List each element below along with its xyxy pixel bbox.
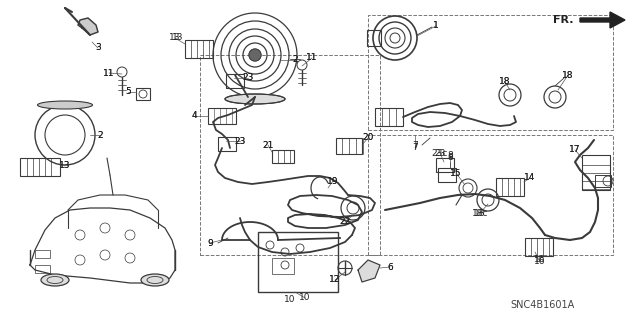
- Bar: [367, 30, 381, 46]
- Bar: [595, 175, 611, 187]
- Text: 16: 16: [534, 256, 546, 264]
- Bar: [272, 150, 294, 163]
- Bar: [258, 232, 338, 292]
- Ellipse shape: [41, 274, 69, 286]
- Text: 8: 8: [447, 151, 453, 160]
- Text: 15: 15: [451, 168, 461, 177]
- Bar: [582, 155, 610, 190]
- Text: 13: 13: [169, 33, 180, 42]
- Text: 2: 2: [97, 130, 103, 139]
- Text: 6: 6: [387, 263, 393, 271]
- Text: 10: 10: [300, 293, 311, 302]
- Text: 18: 18: [563, 70, 573, 79]
- Text: 5: 5: [125, 87, 131, 97]
- Text: 18: 18: [499, 78, 511, 86]
- Text: 16: 16: [534, 257, 546, 266]
- Text: 17: 17: [569, 145, 580, 154]
- Text: 4: 4: [191, 112, 197, 121]
- Text: 13: 13: [60, 161, 71, 170]
- Text: 21: 21: [262, 140, 274, 150]
- Text: 23: 23: [234, 137, 246, 145]
- Text: 2: 2: [292, 56, 298, 64]
- Bar: [336, 138, 362, 154]
- Text: 20: 20: [362, 133, 374, 143]
- Text: 18: 18: [474, 209, 486, 218]
- Text: SNC4B1601A: SNC4B1601A: [510, 300, 574, 310]
- Bar: [375, 108, 403, 126]
- Text: 13: 13: [172, 33, 184, 42]
- Polygon shape: [580, 12, 625, 28]
- Bar: [438, 168, 456, 182]
- Text: 7: 7: [412, 140, 418, 150]
- Bar: [525, 238, 553, 256]
- Ellipse shape: [225, 94, 285, 104]
- Text: 2: 2: [292, 56, 298, 64]
- Bar: [218, 137, 236, 151]
- Ellipse shape: [141, 274, 169, 286]
- Text: 23: 23: [435, 149, 445, 158]
- Text: 7: 7: [412, 144, 418, 152]
- Text: 12: 12: [330, 276, 340, 285]
- Text: 1: 1: [433, 21, 439, 31]
- Bar: [208, 108, 236, 124]
- Polygon shape: [78, 18, 98, 35]
- Text: 9: 9: [207, 239, 213, 248]
- Text: 14: 14: [524, 174, 536, 182]
- Text: 18c: 18c: [472, 209, 488, 218]
- Text: 11: 11: [307, 54, 317, 63]
- Text: 22: 22: [339, 218, 351, 226]
- Text: 3: 3: [95, 43, 101, 53]
- Circle shape: [249, 49, 261, 61]
- Bar: [226, 74, 244, 88]
- Text: 14: 14: [524, 174, 536, 182]
- Text: 2: 2: [97, 130, 103, 139]
- Bar: [436, 158, 454, 172]
- Bar: [496, 178, 524, 196]
- Text: 12: 12: [330, 276, 340, 285]
- Text: 11: 11: [103, 69, 115, 78]
- Text: 13: 13: [60, 161, 71, 170]
- Text: 23: 23: [234, 137, 246, 145]
- Text: 15: 15: [451, 168, 461, 177]
- Text: 1: 1: [433, 21, 439, 31]
- Text: FR.: FR.: [552, 15, 573, 25]
- Bar: [368, 135, 613, 255]
- Text: 20: 20: [362, 133, 374, 143]
- Polygon shape: [358, 260, 380, 282]
- Text: 5: 5: [125, 87, 131, 97]
- Text: 22: 22: [339, 218, 351, 226]
- Ellipse shape: [38, 101, 93, 109]
- Text: 19: 19: [327, 176, 339, 186]
- Text: 21: 21: [262, 140, 274, 150]
- Bar: [185, 40, 213, 58]
- Bar: [20, 158, 60, 176]
- Bar: [35, 250, 50, 258]
- Text: 8: 8: [447, 153, 453, 162]
- Text: 23: 23: [243, 73, 253, 83]
- Bar: [200, 55, 380, 255]
- Text: 23: 23: [243, 73, 253, 83]
- Text: 4: 4: [191, 112, 197, 121]
- Text: 18: 18: [563, 70, 573, 79]
- Text: 18: 18: [499, 78, 511, 86]
- Bar: [272, 258, 294, 274]
- Bar: [368, 15, 613, 130]
- Bar: [35, 265, 50, 273]
- Text: 9: 9: [207, 239, 213, 248]
- Bar: [136, 88, 150, 100]
- Text: 11: 11: [307, 54, 317, 63]
- Text: 23c: 23c: [432, 149, 448, 158]
- Text: 3: 3: [95, 43, 101, 53]
- Text: 19: 19: [327, 176, 339, 186]
- Text: 10: 10: [284, 295, 296, 305]
- Text: 17: 17: [569, 145, 580, 154]
- Text: 6: 6: [387, 263, 393, 271]
- Text: 11: 11: [103, 69, 115, 78]
